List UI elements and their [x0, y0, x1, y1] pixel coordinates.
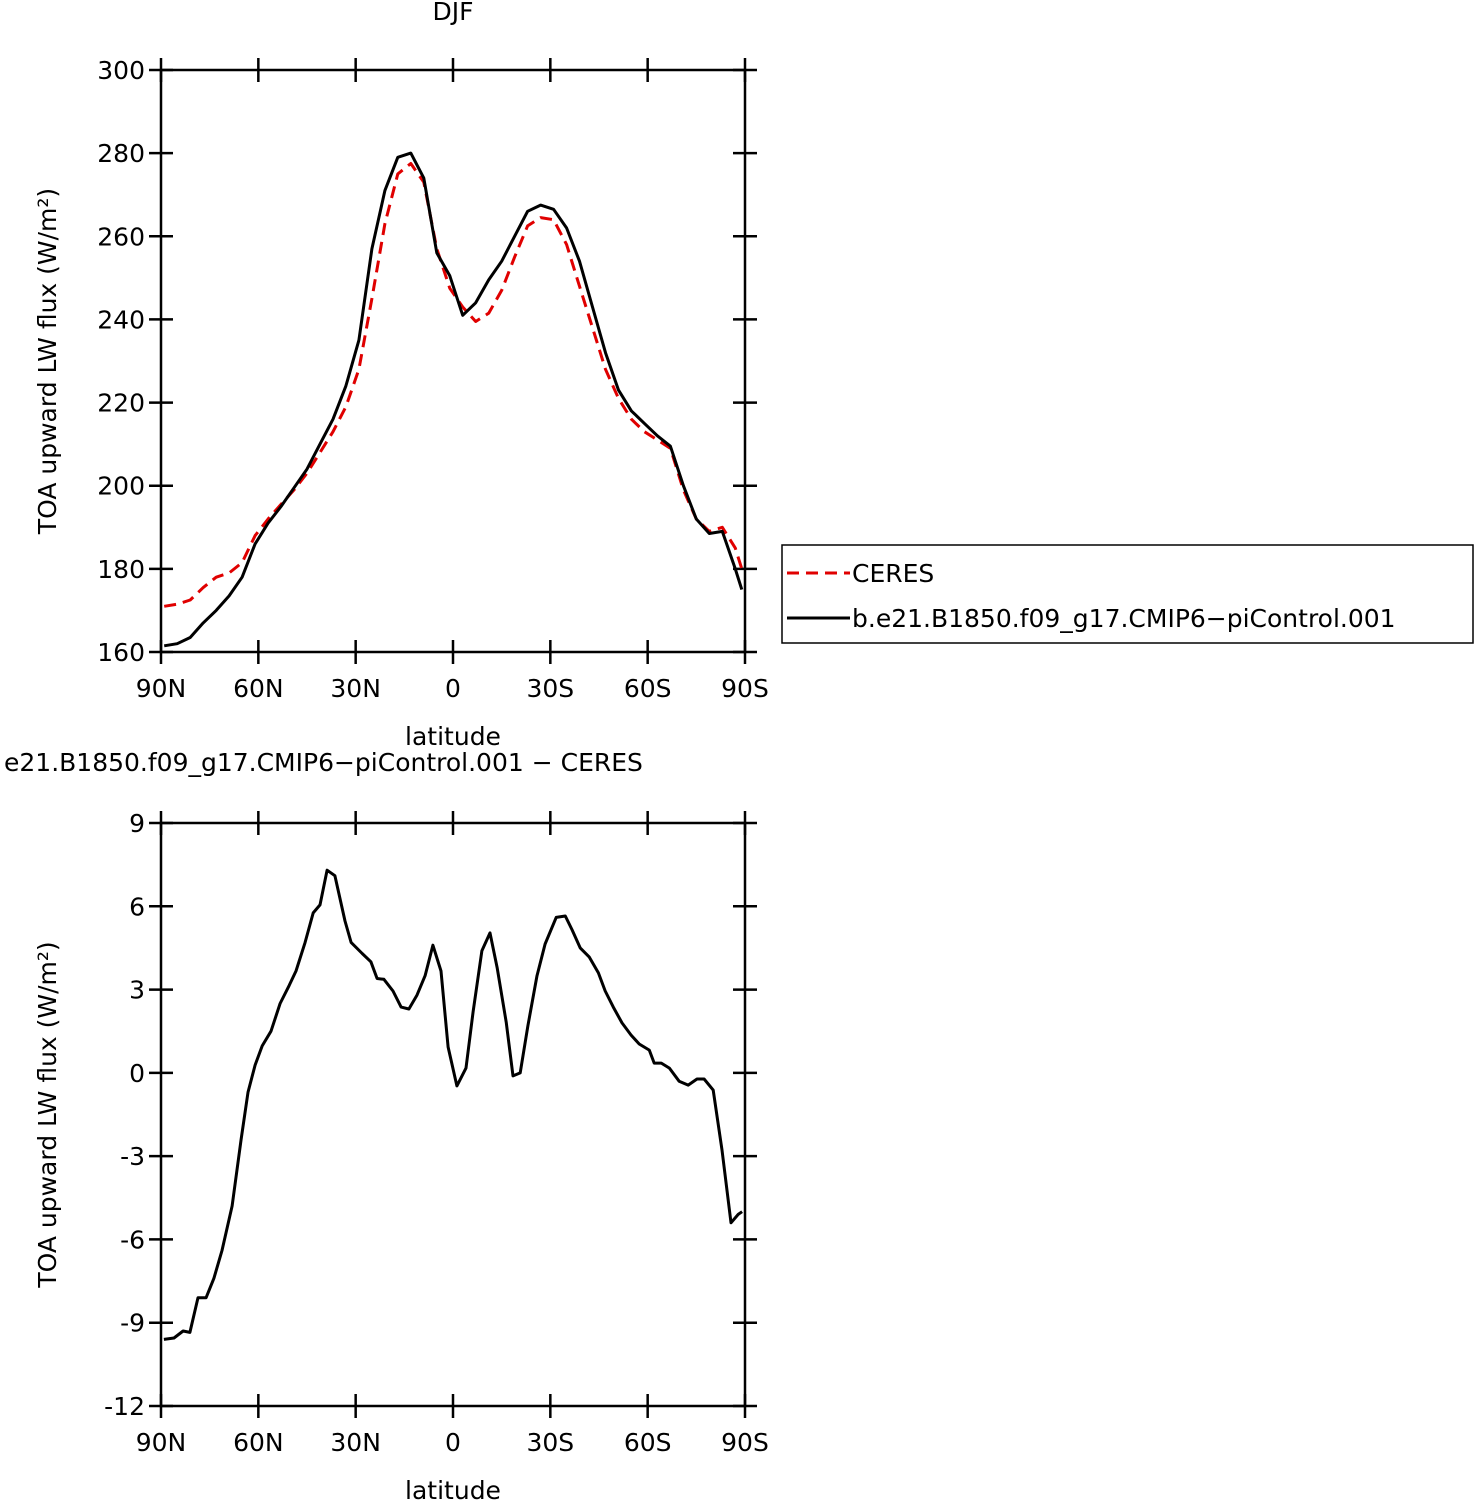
y-tick-label: 0	[129, 1059, 145, 1088]
x-tick-label: 0	[445, 1428, 461, 1457]
y-tick-label: 260	[97, 222, 145, 251]
x-tick-label: 60S	[624, 674, 672, 703]
legend-label: CERES	[852, 559, 934, 588]
y-tick-label: 240	[97, 305, 145, 334]
x-tick-label: 30N	[330, 1428, 381, 1457]
data-line	[163, 151, 744, 648]
y-axis-label: TOA upward LW flux (W/m²)	[33, 941, 62, 1288]
y-tick-label: 160	[97, 638, 145, 667]
x-tick-label: 90N	[136, 674, 187, 703]
x-axis-label: latitude	[405, 722, 501, 751]
x-tick-label: 90N	[136, 1428, 187, 1457]
y-tick-label: 200	[97, 472, 145, 501]
y-tick-label: 9	[129, 809, 145, 838]
data-line	[163, 868, 743, 1341]
x-tick-label: 60N	[233, 1428, 284, 1457]
plot-frame	[159, 68, 747, 654]
y-axis-label: TOA upward LW flux (W/m²)	[33, 188, 62, 535]
y-tick-label: 3	[129, 976, 145, 1005]
y-tick-label: -9	[120, 1309, 145, 1338]
y-tick-label: 6	[129, 892, 145, 921]
chart-title: DJF	[432, 0, 473, 26]
y-tick-label: 280	[97, 139, 145, 168]
legend-box	[781, 544, 1474, 644]
x-tick-label: 90S	[721, 674, 769, 703]
y-tick-label: -3	[120, 1142, 145, 1171]
legend-label: b.e21.B1850.f09_g17.CMIP6−piControl.001	[852, 604, 1396, 633]
data-line	[163, 162, 744, 608]
x-tick-label: 30S	[526, 1428, 574, 1457]
x-tick-label: 0	[445, 674, 461, 703]
y-tick-label: -12	[104, 1392, 145, 1421]
x-tick-label: 60N	[233, 674, 284, 703]
y-tick-label: -6	[120, 1225, 145, 1254]
x-tick-label: 30N	[330, 674, 381, 703]
x-axis-label: latitude	[405, 1476, 501, 1505]
chart-title: e21.B1850.f09_g17.CMIP6−piControl.001 − …	[4, 748, 643, 777]
x-tick-label: 30S	[526, 674, 574, 703]
y-tick-label: 220	[97, 389, 145, 418]
x-tick-label: 60S	[624, 1428, 672, 1457]
plot-frame	[159, 821, 747, 1408]
x-tick-label: 90S	[721, 1428, 769, 1457]
y-tick-label: 180	[97, 555, 145, 584]
y-tick-label: 300	[97, 56, 145, 85]
